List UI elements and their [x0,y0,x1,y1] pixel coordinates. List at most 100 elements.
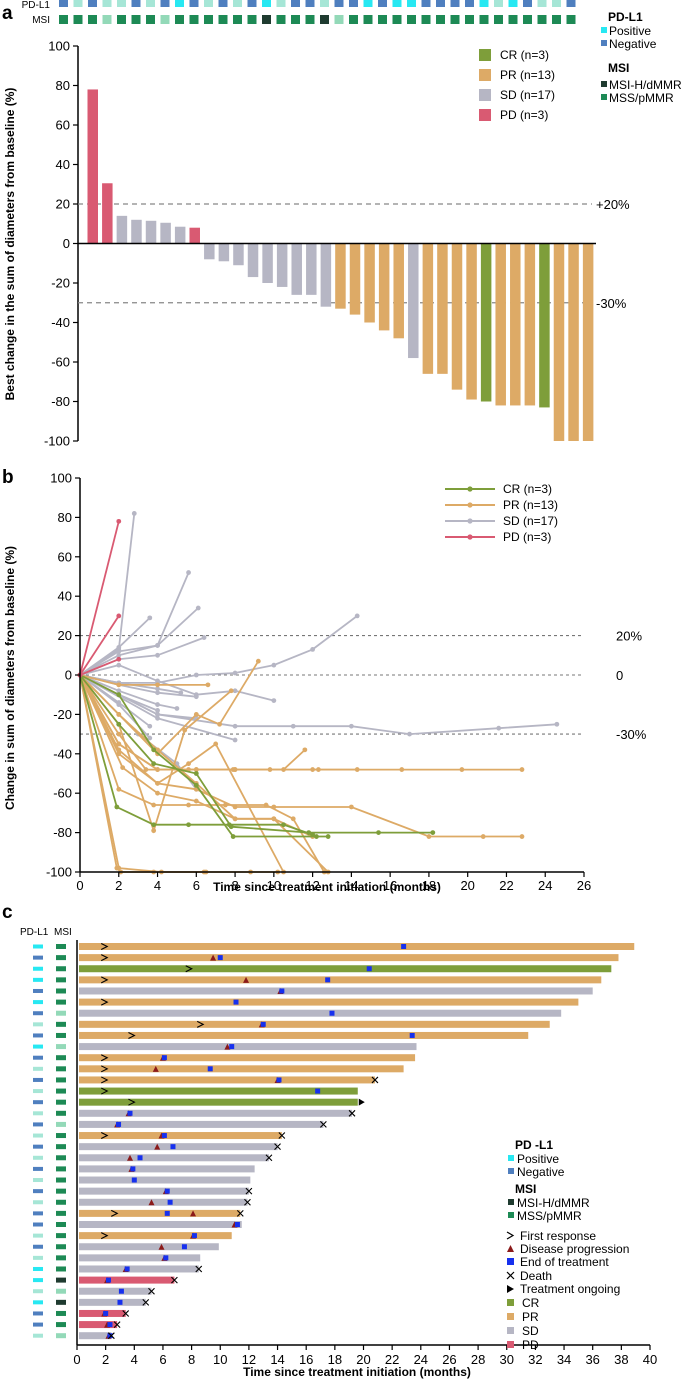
msi-track-cell [349,15,358,24]
end-of-treatment-marker [164,1210,170,1216]
pdl1-track-cell [407,0,416,7]
pdl1-track-cell [59,0,68,7]
waterfall-bar [306,243,317,295]
disease-progression-marker [127,1154,134,1161]
waterfall-bar [320,243,332,307]
data-point [151,761,157,767]
disease-progression-marker [158,1243,165,1250]
legend-swatch-cr [507,1299,514,1306]
patient-bar [79,1221,242,1228]
data-point [116,741,122,747]
legend-label-cr: CR (n=3) [503,482,552,496]
waterfall-bar [495,243,506,406]
legend-label-msi-h: MSI-H/dMMR [609,78,682,92]
series-line-pd [79,615,120,676]
track-label-msi: MSI [32,15,50,26]
data-point [147,735,153,741]
data-point [232,767,238,772]
first-response-marker [185,965,193,973]
data-point [116,688,122,694]
legend-label-end-of-treatment: End of treatment [520,1255,609,1269]
data-point [186,570,191,575]
msi-track-cell [479,15,489,24]
msi-track-cell [450,15,460,24]
data-point [151,828,157,834]
legend-label-pr: PR [522,1310,539,1324]
data-point [155,643,160,648]
data-point [459,767,465,772]
end-of-treatment-marker [325,977,331,983]
msi-status-cell [56,1277,66,1283]
data-point [155,682,160,688]
msi-status-cell [56,1322,66,1328]
data-point [116,652,122,658]
msi-track-cell [537,15,547,24]
msi-status-cell [56,1299,66,1305]
legend-label-disease-progression: Disease progression [520,1242,629,1256]
death-marker [348,1109,356,1117]
waterfall-bar [582,243,594,441]
y-tick-label: 0 [65,668,72,683]
end-of-treatment-marker [329,1010,335,1016]
data-point [151,747,157,753]
data-point [116,712,122,717]
end-of-treatment-marker [233,999,239,1005]
pdl1-track-cell [349,0,358,7]
end-of-treatment-marker [366,966,372,972]
data-point [155,686,160,692]
waterfall-bar [160,222,171,244]
pdl1-status-cell [33,1100,43,1105]
msi-status-cell [56,977,66,983]
patient-bar [79,954,619,962]
legend-label-mss: MSS/pMMR [609,91,674,105]
msi-track-cell [378,15,387,24]
waterfall-bar [408,243,419,359]
msi-track-cell [175,15,184,24]
data-point [255,658,261,664]
disease-progression-marker [148,1199,155,1206]
msi-status-cell [56,1044,66,1050]
legend-label-cr: CR [522,1296,540,1310]
data-point [116,692,122,698]
msi-track-cell [59,15,68,24]
end-of-treatment-marker [207,1066,213,1072]
x-tick-label: 34 [557,1352,571,1367]
pdl1-status-cell [33,1222,43,1227]
x-tick-label: 16 [383,878,397,893]
data-point [480,834,486,839]
waterfall-bar [437,243,448,374]
data-point [116,656,122,662]
pdl1-track-cell [465,0,474,7]
x-tick-label: 2 [102,1352,109,1367]
waterfall-bar [247,243,259,278]
reference-line-label: -30% [596,296,627,311]
patient-bar [79,1254,201,1262]
series-line-cr [79,674,433,834]
y-tick-label: 0 [63,236,70,251]
patient-bar [79,998,579,1006]
series-line-sd [79,572,190,676]
disease-progression-marker [243,976,250,983]
patient-bar [79,1287,152,1295]
waterfall-bar [116,215,128,244]
legend-label-pr: PR (n=13) [500,68,555,82]
msi-status-cell [56,999,66,1005]
data-point [496,725,502,731]
death-marker [236,1209,244,1217]
data-point [348,723,354,729]
legend-label-positive: Positive [609,24,651,38]
data-point [116,613,122,619]
legend-label-mss: MSS/pMMR [517,1209,582,1223]
y-tick-label: -80 [53,825,72,840]
first-response-marker [110,1209,119,1217]
patient-bar [79,1309,126,1317]
msi-track-cell [552,15,561,24]
pdl1-track-cell [146,0,155,7]
x-tick-label: 16 [299,1352,313,1367]
data-point [116,747,122,753]
x-tick-label: 4 [131,1352,138,1367]
patient-bar [79,1054,416,1062]
end-of-treatment-marker [124,1266,130,1272]
first-response-marker [100,1065,109,1073]
data-point [116,645,122,650]
